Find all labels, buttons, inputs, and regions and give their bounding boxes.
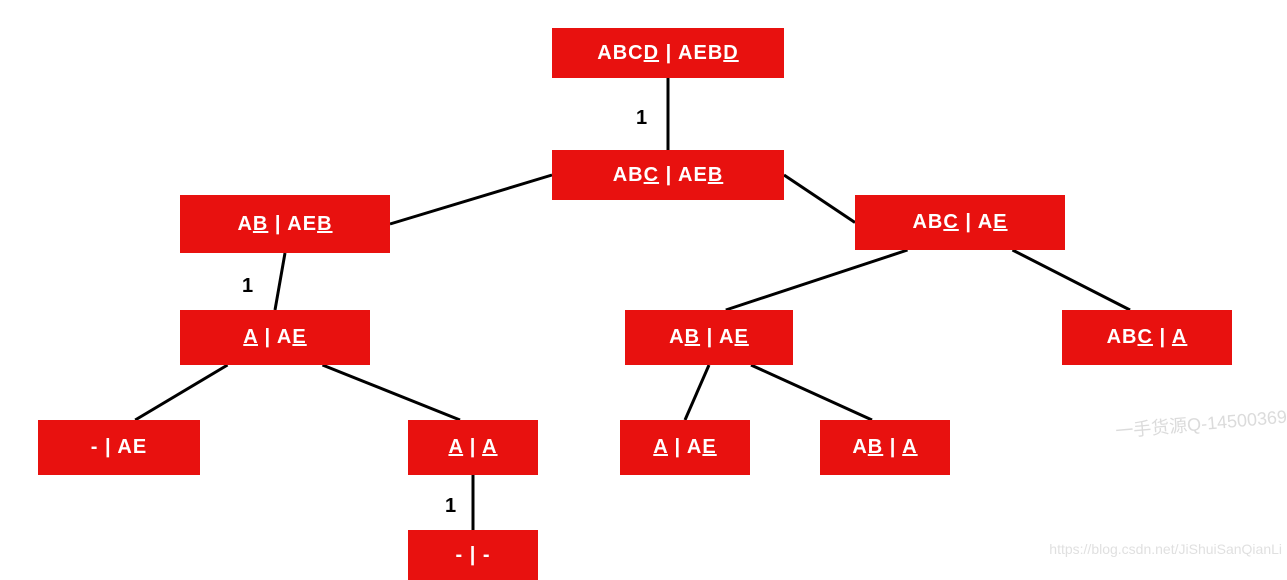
tree-edges	[0, 0, 1287, 565]
edge-label: 1	[636, 107, 647, 130]
tree-node: AB | AEB	[180, 195, 390, 253]
tree-node: ABC | AE	[855, 195, 1065, 250]
tree-node: ABCD | AEBD	[552, 28, 784, 78]
tree-node: A | AE	[180, 310, 370, 365]
tree-node: ABC | A	[1062, 310, 1232, 365]
watermark-source: 一手货源Q-14500369	[1114, 403, 1287, 444]
watermark-url: https://blog.csdn.net/JiShuiSanQianLi	[1049, 541, 1282, 557]
tree-node: A | AE	[620, 420, 750, 475]
tree-node: AB | A	[820, 420, 950, 475]
edge-label: 1	[242, 275, 253, 298]
tree-node: - | AE	[38, 420, 200, 475]
edge-label: 1	[445, 495, 456, 518]
tree-node: ABC | AEB	[552, 150, 784, 200]
tree-node: A | A	[408, 420, 538, 475]
tree-node: AB | AE	[625, 310, 793, 365]
tree-node: - | -	[408, 530, 538, 580]
